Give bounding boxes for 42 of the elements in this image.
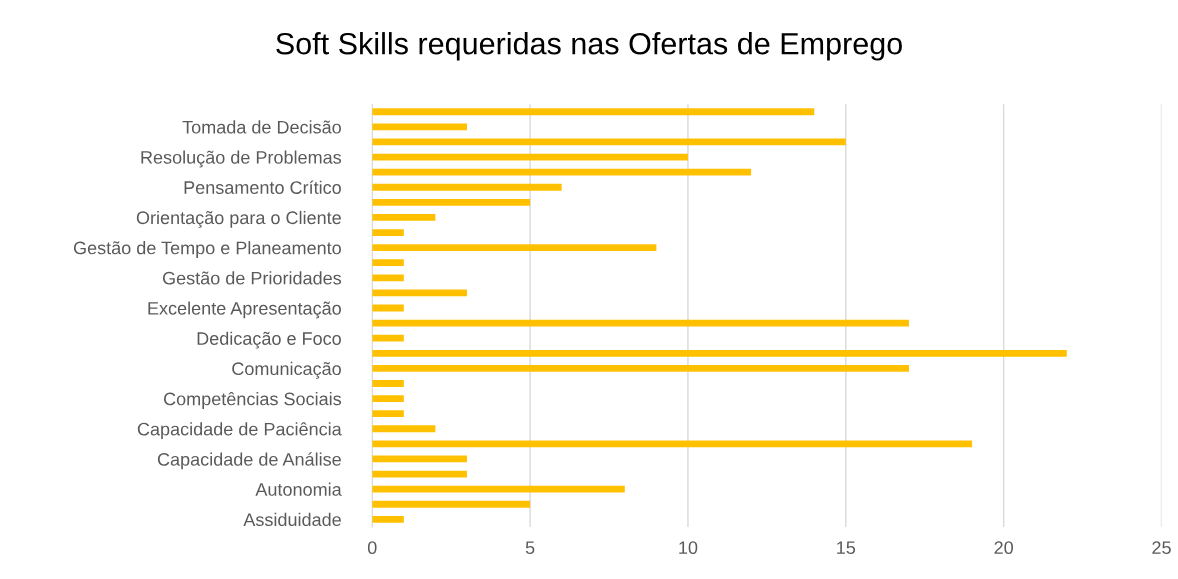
bar	[372, 229, 404, 236]
bar	[372, 168, 752, 176]
bar	[372, 395, 404, 402]
y-tick-label: Resolução de Problemas	[141, 150, 342, 168]
chart-title: Soft Skills requeridas nas Ofertas de Emprego	[276, 32, 902, 61]
y-tick-label: Competências Sociais	[163, 392, 342, 409]
y-tick-label: Gestão de Tempo e Planeamento	[73, 241, 341, 258]
bar	[372, 244, 657, 252]
y-tick-label: Dedicação e Foco	[197, 331, 341, 349]
x-tick-label: 25	[1152, 541, 1171, 555]
bar	[372, 425, 436, 433]
y-tick-label: Capacidade de Análise	[157, 452, 341, 470]
y-tick-label: Orientação para o Cliente	[136, 210, 341, 228]
y-tick-label: Comunicação	[232, 361, 341, 379]
bar	[372, 108, 815, 116]
y-tick-label: Pensamento Crítico	[184, 180, 341, 194]
bar	[372, 259, 404, 267]
bar	[372, 364, 909, 372]
y-tick-label: Excelente Apresentação	[148, 301, 341, 319]
bar	[372, 214, 436, 221]
bar	[372, 500, 531, 508]
y-tick-label: Tomada de Decisão	[182, 120, 341, 134]
bar	[372, 440, 973, 448]
x-tick-label: 15	[837, 541, 856, 555]
bar	[372, 485, 625, 493]
y-tick-label: Assiduidade	[243, 512, 341, 527]
bar	[372, 380, 404, 387]
x-tick-label: 0	[367, 541, 377, 555]
bar	[372, 334, 404, 342]
bar	[372, 274, 404, 282]
x-tick-label: 10	[679, 541, 698, 555]
x-tick-label: 20	[994, 541, 1013, 555]
x-tick-label: 5	[525, 541, 535, 555]
bar	[372, 349, 1067, 357]
bar	[372, 410, 404, 418]
y-tick-label: Capacidade de Paciência	[137, 422, 342, 440]
bar	[372, 198, 531, 206]
y-tick-label: Gestão de Prioridades	[162, 271, 342, 285]
y-tick-label: Autonomia	[255, 482, 342, 496]
bar	[372, 123, 467, 131]
bar	[372, 515, 404, 523]
bar	[372, 183, 562, 191]
